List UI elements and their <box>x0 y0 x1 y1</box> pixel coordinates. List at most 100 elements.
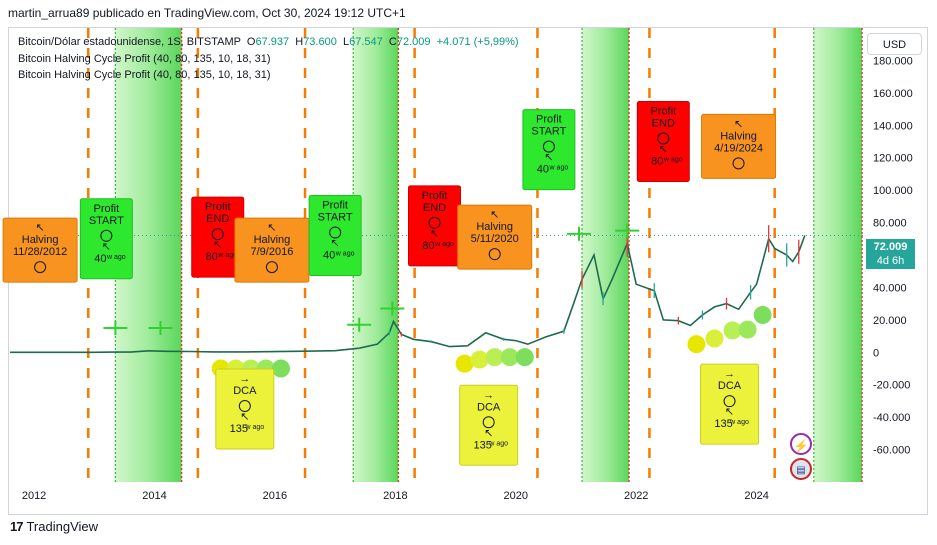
x-tick-label-6: 2024 <box>744 490 768 502</box>
end-label-box <box>636 101 690 182</box>
dca-label-weeks: 135 <box>473 439 491 451</box>
bar-countdown: 4d 6h <box>876 255 905 267</box>
legend-indicator-2[interactable]: Bitcoin Halving Cycle Profit (40, 80, 13… <box>18 69 271 81</box>
start-label-line-1: START <box>89 215 124 227</box>
halving-label-line-0: ↖ <box>35 222 44 234</box>
dca-dot-8 <box>500 348 519 367</box>
end-label-weeks-unit: w ago <box>663 157 683 164</box>
end-label-weeks-unit: w ago <box>434 241 454 248</box>
dca-label-line-0: → <box>483 389 494 401</box>
dca-label-line-0: → <box>239 373 250 385</box>
publisher-line: martin_arrua89 publicado en TradingView.… <box>8 6 406 20</box>
end-label-circle-icon <box>657 132 670 145</box>
halving-label-circle-icon <box>265 261 278 274</box>
dca-label-weeks: 135 <box>714 418 732 430</box>
profit-zone-2 <box>582 28 629 482</box>
halving-label-line-0: ↖ <box>490 209 499 221</box>
y-tick-label-0: 180.000 <box>873 55 913 67</box>
start-label-circle-icon <box>100 229 113 242</box>
end-label-line-0: Profit <box>422 190 448 202</box>
legend-symbol-row[interactable]: Bitcoin/Dólar estadounidense, 1S, BITSTA… <box>18 36 519 48</box>
dca-label-circle-icon <box>723 395 736 408</box>
start-label-arrow-icon: ↖ <box>331 238 340 250</box>
start-label-line-0: Profit <box>93 203 119 215</box>
dca-dot-5 <box>455 354 474 373</box>
end-label-weeks: 80 <box>651 156 663 168</box>
profit-cross-0 <box>103 320 128 335</box>
halving-label-circle-icon <box>488 248 501 261</box>
halving-label-line-1: Halving <box>254 234 291 246</box>
y-tick-label-4: 100.000 <box>873 185 913 197</box>
dca-label-circle-icon <box>238 400 251 413</box>
legend-c-label: C <box>388 36 397 48</box>
dca-label-weeks: 135 <box>230 423 248 435</box>
brand-name: TradingView <box>26 519 99 534</box>
end-label-weeks: 80 <box>422 240 434 252</box>
end-label-line-0: Profit <box>650 106 676 118</box>
end-label-line-1: END <box>206 213 229 225</box>
dca-dot-13 <box>738 320 757 339</box>
dca-label-box <box>459 384 519 466</box>
dca-label-arrow-icon: ↖ <box>240 411 249 423</box>
dca-label-line-1: DCA <box>477 401 501 413</box>
halving-label-line-0: ↖ <box>267 222 276 234</box>
profit-cross-2 <box>347 317 372 332</box>
dca-label-circle-icon <box>482 416 495 429</box>
halving-label-line-2: 5/11/2020 <box>471 233 519 245</box>
end-label-weeks-unit: w ago <box>217 252 237 259</box>
halving-label-line-0: ↖ <box>734 118 743 130</box>
start-label-circle-icon <box>542 140 555 153</box>
legend-o-label: O <box>246 36 256 48</box>
legend-indicator-1[interactable]: Bitcoin Halving Cycle Profit (40, 80, 13… <box>18 53 271 65</box>
end-label-line-1: END <box>652 118 675 130</box>
halving-label-circle-icon <box>34 261 47 274</box>
currency-button[interactable]: USD <box>867 33 922 55</box>
last-price-tag: 72.009 4d 6h <box>866 239 915 269</box>
dca-label-box <box>215 368 275 450</box>
start-label-weeks-unit: w ago <box>335 251 355 258</box>
end-label-circle-icon <box>211 228 224 241</box>
end-label-line-0: Profit <box>205 201 231 213</box>
x-tick-label-2: 2016 <box>263 490 287 502</box>
legend-l-value: 67.547 <box>349 36 383 48</box>
start-label-weeks: 40 <box>323 250 335 262</box>
y-tick-label-6: 40.000 <box>873 282 907 294</box>
start-label-arrow-icon: ↖ <box>544 152 553 164</box>
start-label-circle-icon <box>329 226 342 239</box>
end-label-arrow-icon: ↖ <box>430 228 439 240</box>
dca-dot-12 <box>723 321 742 340</box>
dca-dot-9 <box>515 348 534 367</box>
dca-label-line-1: DCA <box>233 385 257 397</box>
lightning-icon[interactable]: ⚡ <box>790 433 812 455</box>
halving-label-line-1: Halving <box>476 221 513 233</box>
us-flag-icon[interactable]: ▤ <box>790 458 812 480</box>
x-tick-label-1: 2014 <box>142 490 166 502</box>
start-label-box <box>522 109 576 191</box>
y-tick-label-11: -60.000 <box>873 445 910 457</box>
legend-change: +4.071 (+5,99%) <box>436 36 519 48</box>
halving-label-box <box>2 217 78 283</box>
end-label-arrow-icon: ↖ <box>213 239 222 251</box>
legend-o-value: 67.937 <box>255 36 290 48</box>
start-label-arrow-icon: ↖ <box>102 241 111 253</box>
dca-dot-14 <box>753 305 772 324</box>
tradingview-brand[interactable]: 17 TradingView <box>10 519 98 534</box>
dca-dot-11 <box>705 329 724 348</box>
dca-label-line-1: DCA <box>718 380 742 392</box>
start-label-box <box>308 195 362 277</box>
dca-dot-10 <box>687 335 706 354</box>
dca-label-arrow-icon: ↖ <box>484 427 493 439</box>
y-tick-label-8: 0 <box>873 347 879 359</box>
start-label-line-1: START <box>531 126 566 138</box>
dca-dot-4 <box>271 359 290 378</box>
start-label-line-1: START <box>318 212 353 224</box>
